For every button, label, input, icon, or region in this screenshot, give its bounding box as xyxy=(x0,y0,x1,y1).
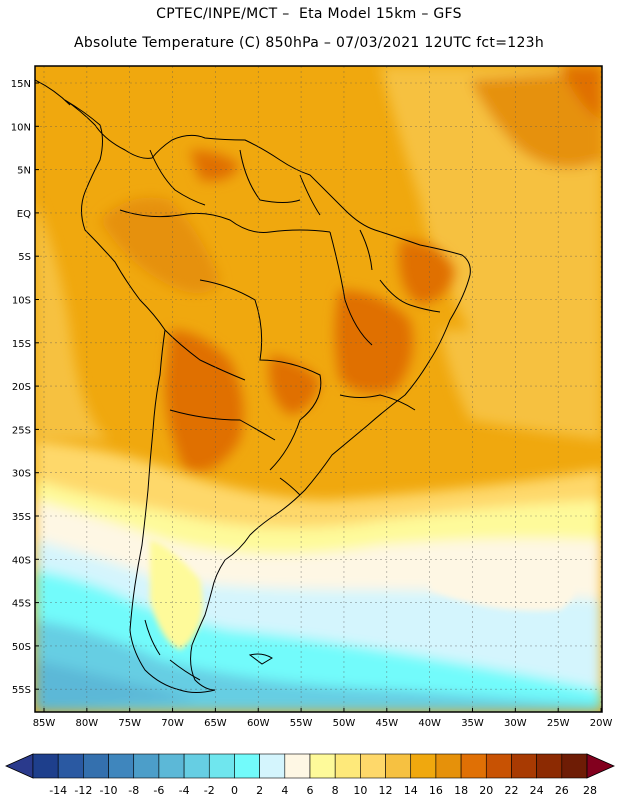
lat-label: 25S xyxy=(12,425,31,436)
colorbar-label: 18 xyxy=(454,784,468,797)
map-title-line-2: Absolute Temperature (C) 850hPa – 07/03/… xyxy=(73,35,545,51)
lon-label: 35W xyxy=(461,718,484,729)
colorbar: -14 -12 -10 -8 -6 -4 -2 0 2 4 6 8 10 12 14 16 18 20 22 24 26… xyxy=(5,753,615,797)
colorbar-label: -2 xyxy=(204,784,215,797)
colorbar-swatch xyxy=(410,753,437,779)
colorbar-swatch xyxy=(284,753,311,779)
temperature-field xyxy=(35,66,602,712)
lon-label: 85W xyxy=(33,718,56,729)
lat-label: 20S xyxy=(12,382,31,393)
lat-label: 45S xyxy=(12,599,31,610)
lon-label: 40W xyxy=(418,718,441,729)
lat-label: 55S xyxy=(12,685,31,696)
lon-label: 20W xyxy=(590,718,613,729)
colorbar-swatch xyxy=(536,753,563,779)
lat-label: 5S xyxy=(18,252,31,263)
lat-label: 10N xyxy=(11,122,31,133)
colorbar-swatch xyxy=(485,753,512,779)
colorbar-swatch xyxy=(32,753,59,779)
colorbar-label: 16 xyxy=(429,784,443,797)
colorbar-swatch xyxy=(334,753,361,779)
colorbar-swatch xyxy=(385,753,412,779)
lon-label: 70W xyxy=(161,718,184,729)
latitude-axis: 15N 10N 5N EQ 5S 10S 15S 20S 25S 30S 35S 40S 45S 50S 5… xyxy=(11,79,39,696)
colorbar-swatch xyxy=(133,753,160,779)
colorbar-swatch xyxy=(511,753,537,779)
longitude-axis: 85W 80W 75W 70W 65W 60W 55W 50W 45W 40W 35W 30W 25W 2… xyxy=(33,708,613,729)
colorbar-label: 20 xyxy=(479,784,493,797)
lat-label: EQ xyxy=(17,209,31,220)
colorbar-swatch xyxy=(309,753,336,779)
colorbar-label: -8 xyxy=(128,784,139,797)
lat-label: 15N xyxy=(11,79,31,90)
lon-label: 65W xyxy=(204,718,227,729)
colorbar-label: -10 xyxy=(100,784,118,797)
lon-label: 30W xyxy=(504,718,527,729)
lon-label: 25W xyxy=(547,718,570,729)
colorbar-swatch xyxy=(108,753,135,779)
lat-label: 5N xyxy=(17,166,31,177)
colorbar-label: 4 xyxy=(281,784,288,797)
colorbar-label: 14 xyxy=(404,784,418,797)
colorbar-label: 22 xyxy=(504,784,518,797)
colorbar-label: 28 xyxy=(583,784,597,797)
colorbar-label: 12 xyxy=(379,784,393,797)
colorbar-label: 0 xyxy=(231,784,238,797)
colorbar-swatch xyxy=(435,753,462,779)
colorbar-swatch xyxy=(57,753,84,779)
colorbar-swatch xyxy=(360,753,386,779)
map-frame xyxy=(34,65,603,713)
colorbar-swatch xyxy=(183,753,210,779)
lat-label: 15S xyxy=(12,339,31,350)
colorbar-over-arrow xyxy=(586,753,615,779)
lon-label: 75W xyxy=(118,718,141,729)
colorbar-swatch xyxy=(460,753,487,779)
lon-label: 60W xyxy=(247,718,270,729)
lon-label: 80W xyxy=(76,718,99,729)
colorbar-label: -12 xyxy=(74,784,92,797)
colorbar-label: 26 xyxy=(555,784,569,797)
colorbar-under-arrow xyxy=(5,753,34,779)
lon-label: 55W xyxy=(290,718,313,729)
lat-label: 10S xyxy=(12,296,31,307)
colorbar-swatch xyxy=(259,753,286,779)
colorbar-swatch xyxy=(208,753,235,779)
colorbar-swatch xyxy=(158,753,185,779)
colorbar-label: 8 xyxy=(332,784,339,797)
lat-label: 35S xyxy=(12,512,31,523)
colorbar-label: -4 xyxy=(179,784,190,797)
colorbar-label: 6 xyxy=(307,784,314,797)
map-title-line-1: CPTEC/INPE/MCT – Eta Model 15km – GFS xyxy=(156,6,462,22)
lat-label: 40S xyxy=(12,555,31,566)
colorbar-label: 10 xyxy=(353,784,367,797)
lon-label: 50W xyxy=(333,718,356,729)
colorbar-label: 2 xyxy=(256,784,263,797)
colorbar-swatch xyxy=(561,753,588,779)
lon-label: 45W xyxy=(375,718,398,729)
lat-label: 50S xyxy=(12,642,31,653)
colorbar-swatch xyxy=(234,753,260,779)
colorbar-swatch xyxy=(83,753,109,779)
colorbar-label: -6 xyxy=(153,784,164,797)
colorbar-label: 24 xyxy=(530,784,544,797)
colorbar-label: -14 xyxy=(49,784,67,797)
lat-label: 30S xyxy=(12,469,31,480)
coastlines xyxy=(35,79,471,693)
